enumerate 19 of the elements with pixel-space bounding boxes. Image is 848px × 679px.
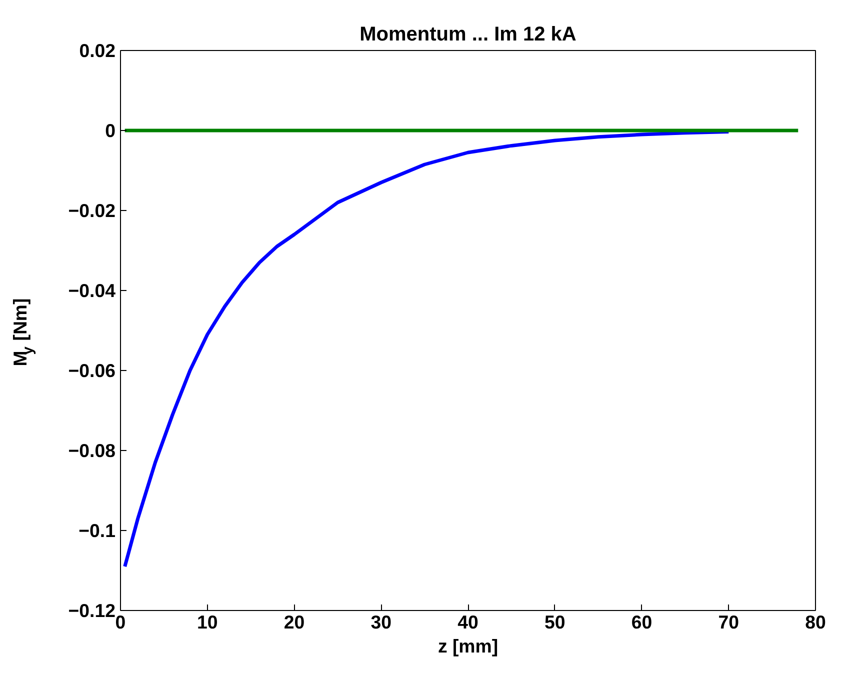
x-axis-title: z [mm] [438,636,498,656]
x-tick-label: 50 [544,612,566,632]
chart-title: Momentum ... Im 12 kA [360,24,576,46]
x-tick-label: 20 [284,612,305,632]
y-tick-label: 0.02 [79,40,116,61]
y-tick-label: 0 [105,120,116,141]
x-tick-label: 80 [805,612,826,632]
x-tick-label: 10 [197,612,218,632]
y-tick-label: −0.06 [68,360,116,381]
x-tick-label: 60 [631,612,652,632]
x-tick-label: 70 [718,612,740,632]
y-tick-label: −0.1 [78,520,116,541]
y-tick-label: −0.12 [68,600,116,621]
x-tick-label: 30 [370,612,392,632]
line-series [123,130,730,568]
y-tick-label: −0.02 [68,200,116,221]
y-tick-label: −0.04 [68,280,116,301]
x-tick-label: 40 [458,612,478,632]
y-tick-label: −0.08 [68,440,116,461]
